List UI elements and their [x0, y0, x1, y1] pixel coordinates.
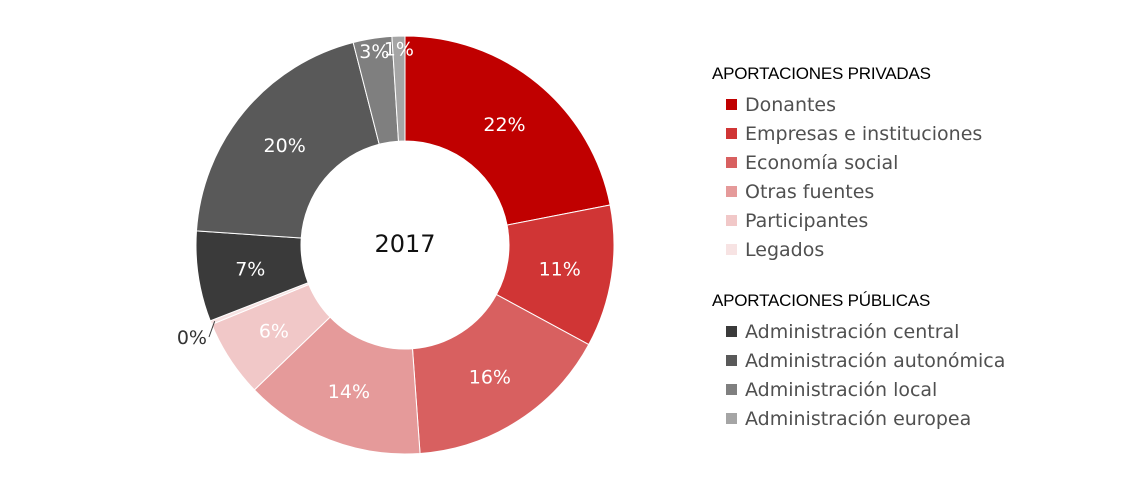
slice-value-label: 11%: [539, 259, 581, 281]
donut-slice: [391, 35, 406, 142]
legend-group-public: APORTACIONES PÚBLICAS Administración cen…: [712, 289, 1005, 433]
donut-center-label: 2017: [374, 230, 435, 258]
legend-item-label: Donantes: [745, 93, 837, 116]
legend-swatch: [726, 384, 737, 395]
legend-group-title: APORTACIONES PÚBLICAS: [712, 291, 931, 310]
legend-swatch: [726, 326, 737, 337]
legend: APORTACIONES PRIVADAS Donantes Empresas e…: [712, 62, 1005, 433]
slice-value-label: 22%: [483, 114, 525, 136]
donut-slice: [195, 41, 380, 239]
slice-value-label: 20%: [264, 135, 306, 157]
legend-list: Donantes Empresas e instituciones Economía…: [712, 90, 1005, 264]
donut-slice: [411, 293, 590, 454]
slice-value-label: 3%: [359, 41, 389, 63]
leader-line: [208, 320, 216, 338]
legend-item: Administración central: [726, 317, 1005, 346]
legend-item-label: Administración central: [745, 320, 960, 343]
legend-item: Administración local: [726, 375, 1005, 404]
legend-item-label: Administración local: [745, 378, 938, 401]
legend-item-label: Administración europea: [745, 407, 972, 430]
legend-swatch: [726, 128, 737, 139]
donut-slice: [404, 35, 611, 226]
legend-swatch: [726, 215, 737, 226]
legend-item: Participantes: [726, 206, 1005, 235]
legend-group-title: APORTACIONES PRIVADAS: [712, 64, 931, 83]
slice-value-label: 16%: [469, 366, 511, 388]
legend-swatch: [726, 99, 737, 110]
legend-swatch: [726, 244, 737, 255]
donut-labels: 22% 11% 16% 14% 6% 0% 7% 20% 3%1%: [177, 39, 581, 404]
legend-swatch: [726, 186, 737, 197]
slice-value-label: 6%: [259, 320, 289, 342]
legend-swatch: [726, 157, 737, 168]
legend-item: Legados: [726, 235, 1005, 264]
legend-list: Administración central Administración aut…: [712, 317, 1005, 433]
slice-value-label: 14%: [328, 381, 370, 403]
legend-item-label: Administración autonómica: [745, 349, 1006, 372]
legend-item: Empresas e instituciones: [726, 119, 1005, 148]
legend-item: Administración autonómica: [726, 346, 1005, 375]
legend-swatch: [726, 413, 737, 424]
legend-item: Otras fuentes: [726, 177, 1005, 206]
slice-value-label: 7%: [235, 259, 265, 281]
legend-item: Administración europea: [726, 404, 1005, 433]
legend-item-label: Otras fuentes: [745, 180, 875, 203]
legend-group-private: APORTACIONES PRIVADAS Donantes Empresas e…: [712, 62, 1005, 264]
legend-item-label: Participantes: [745, 209, 869, 232]
legend-item-label: Empresas e instituciones: [745, 122, 983, 145]
legend-item-label: Economía social: [745, 151, 899, 174]
donut-slices: [195, 35, 615, 455]
legend-swatch: [726, 355, 737, 366]
slice-value-label: 1%: [384, 39, 414, 61]
legend-item: Donantes: [726, 90, 1005, 119]
legend-item-label: Legados: [745, 238, 825, 261]
slice-value-label: 0%: [177, 327, 207, 349]
legend-item: Economía social: [726, 148, 1005, 177]
donut-slice: [253, 316, 421, 455]
